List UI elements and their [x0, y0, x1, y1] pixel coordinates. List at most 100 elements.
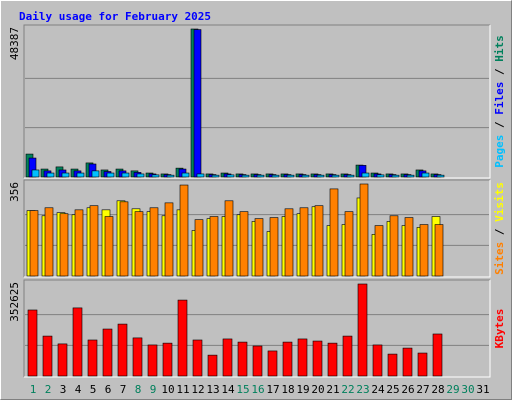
bar — [166, 174, 175, 178]
bar — [421, 172, 430, 178]
bar — [434, 224, 444, 277]
x-tick-label: 1 — [30, 383, 37, 396]
bar — [194, 219, 204, 277]
x-tick-label: 14 — [221, 383, 235, 396]
bar — [149, 207, 159, 277]
bar — [211, 174, 220, 178]
bar — [164, 202, 174, 277]
x-tick-label: 2 — [45, 383, 52, 396]
bar — [91, 170, 100, 178]
legend: Pages / Files / Hits — [493, 35, 506, 168]
bar — [241, 174, 250, 178]
bar — [301, 174, 310, 178]
x-tick-label: 19 — [296, 383, 309, 396]
x-tick-label: 12 — [191, 383, 204, 396]
legend-entry: Sites — [493, 242, 506, 275]
bar — [31, 169, 40, 178]
y-tick-label: 356 — [8, 182, 21, 202]
bar — [282, 341, 293, 377]
x-tick-label: 17 — [266, 383, 279, 396]
bar — [391, 174, 400, 178]
bar — [406, 174, 415, 178]
x-tick-label: 10 — [161, 383, 174, 396]
bar — [132, 337, 143, 377]
panel-edge-dark — [23, 24, 490, 178]
bar — [193, 29, 202, 178]
x-tick-label: 26 — [401, 383, 414, 396]
chart-title: Daily usage for February 2025 — [19, 10, 211, 23]
x-tick-label: 9 — [150, 383, 157, 396]
bar — [29, 210, 39, 277]
bar — [357, 283, 368, 377]
bar — [207, 354, 218, 377]
x-tick-label: 28 — [431, 383, 444, 396]
bar — [76, 172, 85, 178]
bar — [419, 224, 429, 277]
bar — [104, 216, 114, 277]
bar — [46, 172, 55, 178]
bar — [42, 335, 53, 377]
legend-entry: Hits — [493, 35, 506, 62]
panel-edge-light — [24, 25, 491, 179]
bar — [417, 352, 428, 377]
bar — [344, 211, 354, 277]
panel-edge-dark — [23, 179, 490, 277]
bar — [359, 183, 369, 277]
x-tick-label: 18 — [281, 383, 294, 396]
x-tick-label: 30 — [461, 383, 474, 396]
x-tick-label: 4 — [75, 383, 82, 396]
bar — [389, 215, 399, 277]
x-tick-label: 6 — [105, 383, 112, 396]
y-tick-label: 48387 — [8, 27, 21, 60]
legend: Sites / Visits — [493, 182, 506, 275]
x-tick-label: 7 — [120, 383, 127, 396]
bar — [57, 343, 68, 377]
legend-separator: / — [493, 222, 506, 242]
bar — [196, 173, 205, 178]
bar — [387, 353, 398, 377]
x-tick-label: 11 — [176, 383, 189, 396]
bar — [134, 211, 144, 277]
x-tick-label: 29 — [446, 383, 459, 396]
bar — [27, 309, 38, 377]
legend-entry: Visits — [493, 182, 506, 222]
bar — [316, 174, 325, 178]
bar — [74, 209, 84, 277]
x-tick-label: 23 — [356, 383, 369, 396]
x-tick-label: 24 — [371, 383, 385, 396]
x-tick-label: 5 — [90, 383, 97, 396]
bar — [224, 200, 234, 277]
bar — [267, 350, 278, 377]
bar — [192, 339, 203, 377]
bar — [254, 218, 264, 277]
bar — [312, 340, 323, 377]
x-tick-label: 21 — [326, 383, 339, 396]
bar — [237, 341, 248, 377]
bar — [226, 174, 235, 178]
x-tick-label: 22 — [341, 383, 354, 396]
bar — [106, 172, 115, 178]
bar — [271, 174, 280, 178]
x-tick-label: 3 — [60, 383, 67, 396]
bar — [252, 345, 263, 377]
bar — [87, 339, 98, 377]
bar — [346, 174, 355, 178]
bar — [286, 174, 295, 178]
bar — [361, 172, 370, 178]
bar — [342, 335, 353, 377]
bar — [432, 333, 443, 377]
bar — [284, 208, 294, 277]
x-tick-label: 16 — [251, 383, 264, 396]
bar — [89, 205, 99, 277]
bar — [61, 172, 70, 178]
x-tick-label: 27 — [416, 383, 429, 396]
bar — [222, 338, 233, 377]
bar — [117, 323, 128, 377]
legend-entry: Pages — [493, 135, 506, 168]
bar — [256, 174, 265, 178]
legend-entry: Files — [493, 82, 506, 115]
bar — [372, 344, 383, 377]
legend-separator: / — [493, 62, 506, 82]
